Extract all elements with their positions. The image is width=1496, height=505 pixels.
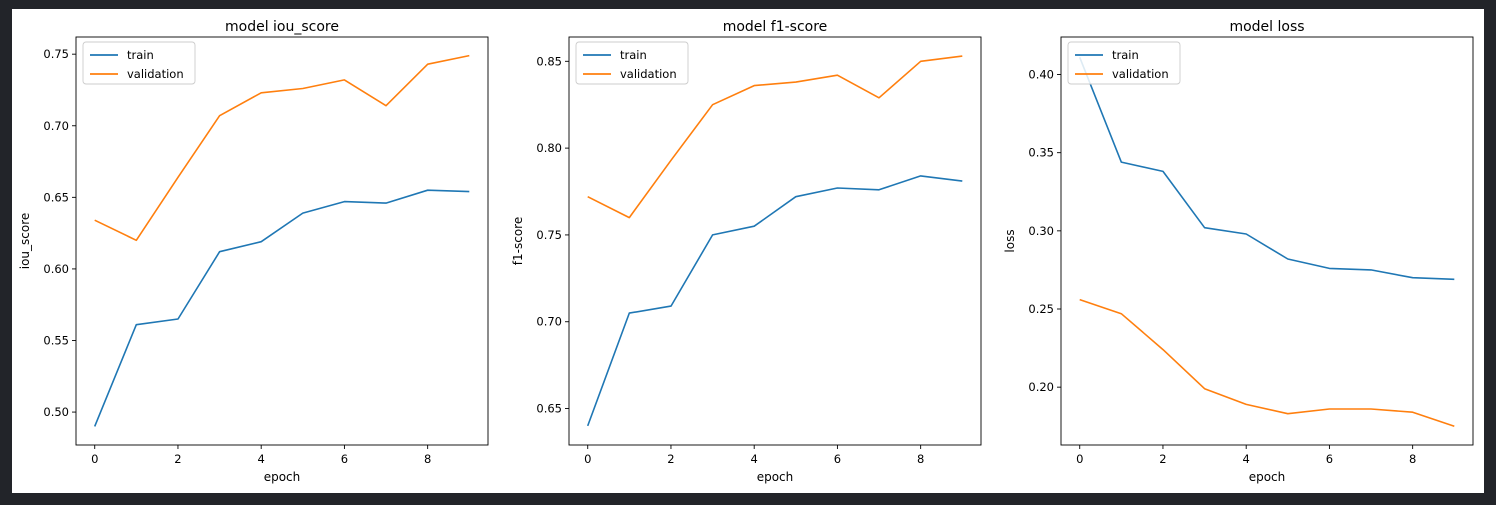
y-tick-label: 0.50 bbox=[43, 405, 69, 419]
chart-panel-2: model f1-score 0 2 4 6 8 0.65 0.70 0.75 0.80 0.85 e… bbox=[511, 19, 982, 484]
plot-frame bbox=[75, 36, 489, 446]
legend-label-validation: validation bbox=[620, 67, 677, 81]
series-line-train bbox=[1078, 57, 1455, 281]
x-tick-label: 4 bbox=[1243, 452, 1250, 466]
y-tick-label: 0.70 bbox=[536, 315, 562, 329]
chart-title: model iou_score bbox=[225, 19, 339, 35]
y-tick-label: 0.35 bbox=[1028, 146, 1054, 160]
legend-label-train: train bbox=[620, 48, 647, 62]
legend-label-validation: validation bbox=[127, 67, 184, 81]
x-tick-label: 2 bbox=[174, 452, 181, 466]
y-tick-label: 0.55 bbox=[43, 333, 69, 347]
x-tick-label: 4 bbox=[751, 452, 758, 466]
series-line-validation bbox=[1079, 298, 1455, 427]
x-tick-label: 0 bbox=[1076, 452, 1083, 466]
x-axis-label: epoch bbox=[264, 470, 301, 484]
legend: train validation bbox=[82, 41, 196, 85]
x-tick-label: 6 bbox=[834, 452, 841, 466]
x-tick-label: 0 bbox=[584, 452, 591, 466]
y-tick-label: 0.85 bbox=[536, 54, 562, 68]
legend: train validation bbox=[1067, 41, 1181, 85]
y-tick-label: 0.30 bbox=[1028, 224, 1054, 238]
y-tick-label: 0.40 bbox=[1028, 68, 1054, 82]
legend-label-train: train bbox=[127, 48, 154, 62]
x-tick-label: 8 bbox=[424, 452, 431, 466]
chart-title: model f1-score bbox=[723, 19, 828, 35]
x-axis-label: epoch bbox=[1249, 470, 1286, 484]
y-tick-label: 0.70 bbox=[43, 119, 69, 133]
legend: train validation bbox=[575, 41, 689, 85]
x-tick-label: 8 bbox=[917, 452, 924, 466]
x-axis-label: epoch bbox=[757, 470, 794, 484]
y-tick-label: 0.25 bbox=[1028, 302, 1054, 316]
y-tick-label: 0.80 bbox=[536, 141, 562, 155]
y-tick-label: 0.65 bbox=[43, 190, 69, 204]
plot-frame bbox=[1060, 36, 1474, 446]
y-tick-label: 0.60 bbox=[43, 262, 69, 276]
series-line-train bbox=[93, 189, 470, 427]
chart-panel-1: model iou_score 0 2 4 6 8 0.50 0.55 0.60 0.65 0.70… bbox=[18, 19, 489, 484]
x-tick-label: 6 bbox=[1326, 452, 1333, 466]
y-tick-label: 0.20 bbox=[1028, 380, 1054, 394]
y-axis-label: loss bbox=[1003, 229, 1017, 252]
figure-canvas: model iou_score 0 2 4 6 8 0.50 0.55 0.60 0.65 0.70… bbox=[12, 9, 1484, 493]
x-tick-label: 0 bbox=[91, 452, 98, 466]
plot-frame bbox=[568, 36, 982, 446]
chart-panel-3: model loss 0 2 4 6 8 0.20 0.25 0.30 0.35 0.40 epoch… bbox=[1003, 19, 1474, 484]
legend-label-validation: validation bbox=[1112, 67, 1169, 81]
charts-figure: model iou_score 0 2 4 6 8 0.50 0.55 0.60 0.65 0.70… bbox=[18, 19, 1474, 484]
x-tick-label: 4 bbox=[258, 452, 265, 466]
x-tick-label: 2 bbox=[667, 452, 674, 466]
x-tick-label: 8 bbox=[1409, 452, 1416, 466]
series-line-validation bbox=[94, 54, 470, 242]
y-tick-label: 0.75 bbox=[43, 47, 69, 61]
series-line-validation bbox=[587, 55, 963, 219]
x-tick-label: 6 bbox=[341, 452, 348, 466]
series-line-train bbox=[586, 175, 963, 427]
x-tick-label: 2 bbox=[1159, 452, 1166, 466]
y-axis-label: f1-score bbox=[511, 217, 525, 265]
y-tick-label: 0.75 bbox=[536, 228, 562, 242]
chart-title: model loss bbox=[1229, 19, 1304, 35]
y-axis-label: iou_score bbox=[18, 213, 32, 270]
legend-label-train: train bbox=[1112, 48, 1139, 62]
y-tick-label: 0.65 bbox=[536, 402, 562, 416]
